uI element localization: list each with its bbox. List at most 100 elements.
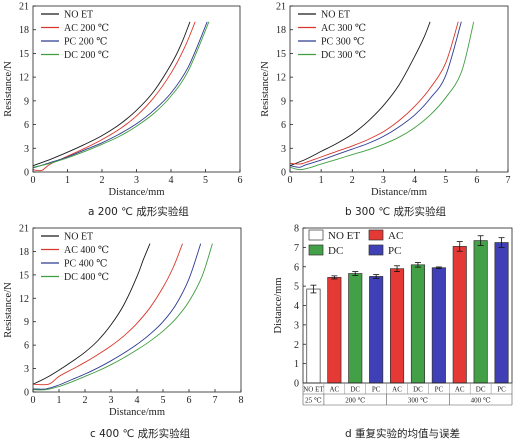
x-tick-label: 6 (187, 395, 192, 406)
y-tick-label: 0 (24, 168, 29, 179)
legend-label: AC 400 ℃ (64, 245, 109, 256)
y-tick-label: 21 (19, 224, 29, 235)
bar (431, 267, 446, 384)
legend-label: DC (328, 245, 343, 257)
caption-b: b 300 ℃ 成形实验组 (345, 206, 447, 218)
x-tick-label: 4 (412, 175, 417, 186)
series-line-3 (32, 21, 210, 168)
caption-d: d 重复实验的均值与误差 (345, 428, 461, 440)
y-axis-label: Distance/mm (273, 278, 284, 334)
x-tick-label: 7 (213, 395, 218, 406)
x-axis-label: Distance/mm (371, 187, 427, 198)
bar (348, 273, 363, 384)
y-tick-label: 15 (19, 49, 29, 60)
y-tick-label: 12 (19, 294, 29, 305)
legend-label: AC (388, 230, 403, 242)
legend-label: NO ET (64, 10, 93, 21)
y-tick-label: 12 (19, 73, 29, 84)
y-tick-label: 15 (19, 270, 29, 281)
legend-label: NO ET (321, 10, 350, 21)
y-tick-label: 12 (276, 73, 286, 84)
panel-a-200c: 0 1 2 3 4 5 6036912151821Distance/mmResistance… (3, 2, 243, 199)
bar (452, 246, 467, 384)
legend-label: DC 200 ℃ (64, 50, 109, 61)
category-label: NO ET (303, 386, 324, 394)
bar (369, 276, 384, 384)
x-tick-label: 3 (134, 175, 139, 186)
y-tick-label: 3 (24, 364, 29, 375)
x-tick-label: 2 (100, 175, 105, 186)
bar (390, 268, 405, 384)
y-tick-label: 15 (276, 49, 286, 60)
y-tick-label: 9 (281, 96, 286, 107)
series-line-2 (32, 243, 202, 390)
y-tick-label: 18 (276, 25, 286, 36)
y-tick-label: 1 (294, 359, 299, 370)
group-label: 400 ℃ (471, 397, 491, 405)
y-tick-label: 7 (294, 243, 299, 254)
category-label: AC (392, 386, 402, 394)
category-label: DC (413, 386, 423, 394)
series-line-3 (32, 243, 213, 391)
x-tick-label: 4 (169, 175, 174, 186)
y-tick-label: 18 (19, 25, 29, 36)
x-tick-label: 2 (83, 395, 88, 406)
x-tick-label: 6 (238, 175, 243, 186)
x-axis-label: Distance/mm (109, 187, 165, 198)
x-tick-label: 7 (506, 175, 511, 186)
series-line-2 (289, 21, 462, 168)
x-tick-label: 0 (31, 395, 36, 406)
series-line-1 (32, 21, 196, 172)
bar (410, 264, 425, 384)
legend-swatch (368, 229, 384, 241)
category-label: PC (497, 386, 506, 394)
x-tick-label: 1 (65, 175, 70, 186)
y-tick-label: 6 (24, 341, 29, 352)
x-tick-label: 5 (161, 395, 166, 406)
legend-label: PC 400 ℃ (64, 259, 107, 270)
panel-b-300c: 0 1 2 3 4 5 6 7036912151821Distance/mmResistanc… (260, 2, 511, 199)
y-tick-label: 21 (276, 2, 286, 13)
legend-label: AC 200 ℃ (64, 23, 109, 34)
legend-label: PC 300 ℃ (321, 37, 364, 48)
x-tick-label: 4 (135, 395, 140, 406)
y-tick-label: 5 (294, 282, 299, 293)
bar (494, 242, 509, 384)
category-label: DC (476, 386, 486, 394)
legend-label: DC 400 ℃ (64, 272, 109, 283)
y-tick-label: 0 (24, 388, 29, 399)
bar (473, 240, 488, 384)
y-axis-label: Resistance/N (3, 61, 14, 117)
category-label: DC (350, 386, 360, 394)
series-line-1 (32, 243, 183, 386)
legend-swatch (308, 229, 324, 241)
x-axis-label: Distance/mm (109, 407, 165, 418)
legend-label: NO ET (64, 232, 93, 243)
x-tick-label: 3 (381, 175, 386, 186)
legend-swatch (308, 244, 324, 256)
y-tick-label: 2 (294, 340, 299, 351)
y-tick-label: 21 (19, 2, 29, 13)
y-tick-label: 3 (294, 320, 299, 331)
bar (306, 288, 321, 384)
series-line-1 (289, 21, 459, 165)
series-line-0 (32, 243, 151, 385)
series-line-0 (32, 21, 191, 167)
x-tick-label: 0 (31, 175, 36, 186)
y-tick-label: 18 (19, 247, 29, 258)
y-tick-label: 3 (24, 144, 29, 155)
y-tick-label: 0 (294, 379, 299, 390)
group-label: 25 ℃ (305, 397, 322, 405)
x-tick-label: 3 (109, 395, 114, 406)
legend-swatch (368, 244, 384, 256)
x-tick-label: 1 (319, 175, 324, 186)
x-tick-label: 8 (239, 395, 244, 406)
x-tick-label: 2 (350, 175, 355, 186)
legend-label: PC (388, 245, 401, 257)
y-tick-label: 6 (281, 120, 286, 131)
y-tick-label: 9 (24, 317, 29, 328)
category-label: AC (455, 386, 465, 394)
y-axis-label: Resistance/N (260, 61, 271, 117)
series-line-0 (289, 21, 431, 167)
legend-label: AC 300 ℃ (321, 23, 366, 34)
